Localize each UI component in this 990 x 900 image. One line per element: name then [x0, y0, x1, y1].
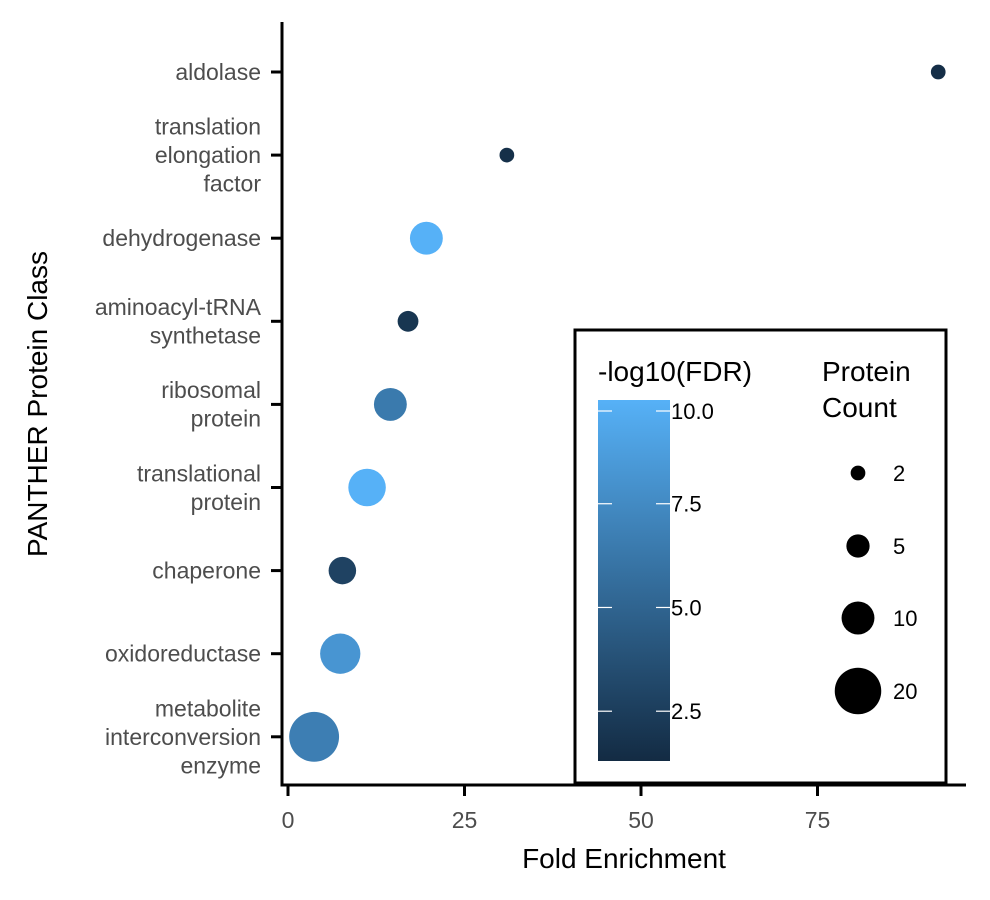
data-point — [328, 556, 357, 585]
size-key-circle — [841, 601, 875, 635]
size-legend-keys: 2 5 10 20 — [834, 461, 917, 715]
color-legend-title: -log10(FDR) — [598, 356, 752, 387]
y-tick-label: chaperone — [152, 558, 261, 584]
y-tick-label: oxidoreductase — [105, 641, 261, 667]
size-key-label: 10 — [893, 606, 917, 631]
x-axis-ticks: 0 25 50 75 — [282, 785, 831, 833]
color-tick-label: 7.5 — [671, 492, 702, 517]
size-key-label: 20 — [893, 679, 917, 704]
y-tick-label: translational protein — [137, 460, 261, 515]
data-point — [397, 310, 419, 332]
y-tick-label: aldolase — [175, 59, 261, 85]
y-tick-label: ribosomal protein — [161, 377, 261, 432]
x-tick-label: 75 — [805, 807, 831, 833]
size-key-circle — [846, 534, 870, 558]
x-tick-label: 0 — [282, 807, 295, 833]
x-tick-label: 25 — [452, 807, 478, 833]
y-tick-label: translation elongation factor — [155, 114, 261, 197]
color-legend-ticks: 2.5 5.0 7.5 10.0 — [598, 399, 714, 724]
data-point — [373, 387, 407, 421]
data-point — [348, 468, 386, 507]
color-tick-label: 2.5 — [671, 699, 702, 724]
color-bar — [598, 400, 670, 761]
size-key-circle — [834, 667, 882, 715]
y-axis-title: PANTHER Protein Class — [22, 251, 53, 557]
data-point — [320, 633, 361, 674]
y-tick-label: metabolite interconversion enzyme — [105, 695, 261, 778]
size-legend-title-line2: Count — [822, 392, 897, 423]
x-axis-title: Fold Enrichment — [522, 843, 726, 874]
size-key-label: 2 — [893, 461, 905, 486]
y-tick-label: aminoacyl-tRNA synthetase — [95, 294, 262, 349]
y-axis-ticks: aldolase translation elongation factor dehyd… — [95, 59, 282, 778]
size-key-circle — [850, 465, 866, 481]
color-tick-label: 5.0 — [671, 595, 702, 620]
size-legend-title-line1: Protein — [822, 356, 911, 387]
legend: -log10(FDR) 2.55.07.510.0 Protein Count … — [573, 328, 948, 785]
y-tick-label: dehydrogenase — [102, 225, 261, 251]
data-point — [499, 147, 515, 163]
size-key-label: 5 — [893, 534, 905, 559]
data-point — [930, 64, 946, 80]
x-tick-label: 50 — [628, 807, 654, 833]
data-point — [409, 221, 443, 255]
data-point — [289, 711, 340, 762]
data-points — [289, 64, 946, 762]
color-tick-label: 10.0 — [671, 399, 714, 424]
